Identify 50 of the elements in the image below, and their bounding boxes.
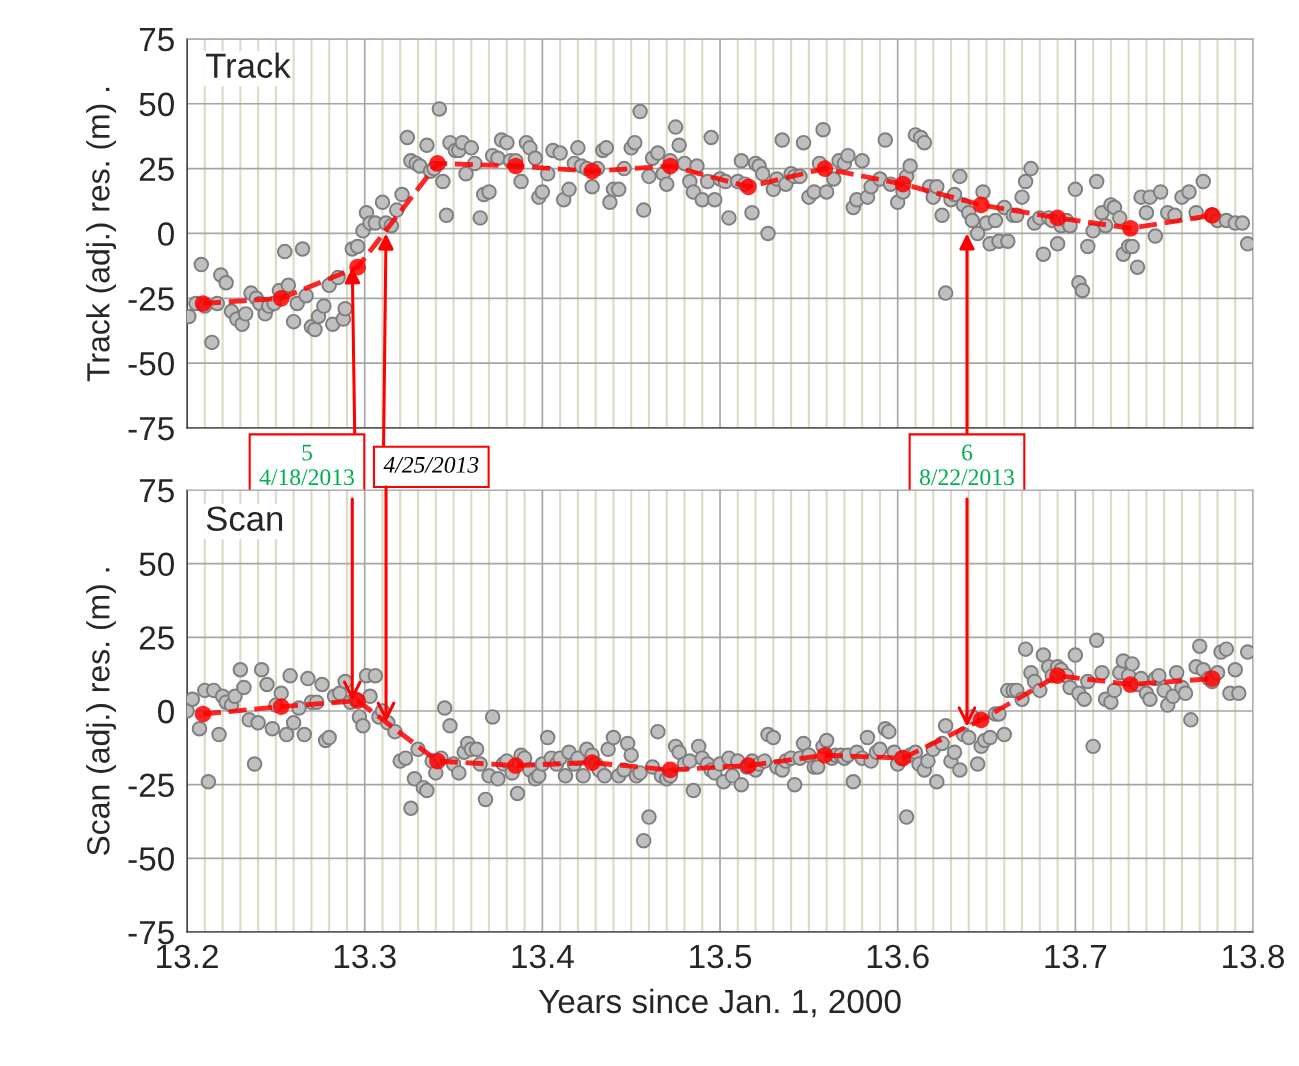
point [583,754,601,771]
y-tick-label: 0 [158,699,174,724]
annotation: 4/25/2013 [383,456,479,473]
point [507,157,525,175]
chart-title: Scan [206,506,283,532]
chart-title: Track [205,52,291,79]
y-tick-label: -50 [128,847,174,871]
y-tick-label: 0 [158,222,174,246]
x-tick-label: 13.3 [334,944,396,969]
y-tick-label: 25 [139,626,174,650]
point [272,289,290,307]
point [429,155,446,172]
point [1049,209,1066,227]
x-tick-label: 13.4 [512,944,574,969]
y-tick-label: -75 [128,921,174,945]
y-tick-label: -50 [128,351,174,376]
x-tick-label: 13.2 [157,944,218,969]
annotation: 5 4/18/2013 [259,444,354,486]
x-tick-label: 13.6 [867,944,929,969]
point [583,162,601,180]
point [661,761,679,779]
point [972,196,990,214]
x-tick-label: 13.7 [1045,944,1107,969]
y-tick-label: 75 [139,28,174,52]
y-tick-label: 25 [139,157,174,182]
point [894,175,912,193]
y-axis-title: Track (adj.) res. (m) . [86,87,116,382]
point [1049,667,1066,684]
y-tick-label: -25 [128,773,174,798]
y-tick-label: 75 [139,479,174,503]
point [272,698,290,715]
point [740,178,757,196]
point [972,711,990,729]
point [1122,676,1139,693]
y-tick-label: 50 [139,552,174,577]
annotation: 6 8/22/2013 [920,444,1014,486]
point [1122,219,1139,237]
y-axis-title: Scan (adj.) res. (m) . [86,568,116,856]
point [507,757,525,774]
point [661,157,679,175]
x-tick-label: 13.5 [690,944,752,969]
point [816,746,834,764]
y-tick-label: -25 [128,287,174,311]
x-tick-label: 13.8 [1223,944,1285,969]
point [429,752,446,770]
x-axis-title: Years since Jan. 1, 2000 [538,988,901,1018]
y-tick-label: -75 [128,417,174,441]
point [816,160,834,177]
point [194,705,212,723]
y-tick-label: 50 [139,92,174,117]
